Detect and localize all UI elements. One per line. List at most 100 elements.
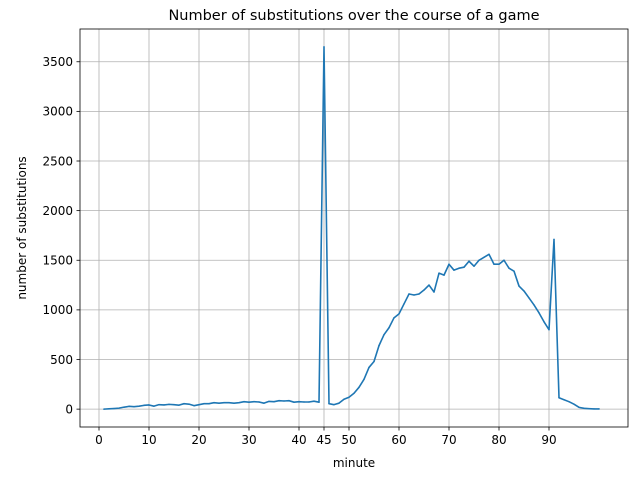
y-tick-label: 0 [65,402,73,416]
x-tick-label: 40 [291,433,306,447]
data-point [293,401,295,403]
data-point [198,403,200,406]
data-point [493,263,495,265]
data-point [388,327,390,329]
data-point [168,403,170,406]
data-point [178,404,180,406]
data-point [113,407,115,410]
data-point [233,402,235,404]
data-point [298,400,300,403]
data-point [183,402,185,405]
y-axis-ticks: 0 500 1000 1500 2000 2500 3000 3500 [42,55,80,416]
data-point [498,263,500,265]
data-point [578,406,580,409]
x-tick-label: 80 [491,433,506,447]
data-point [108,408,110,410]
data-point [213,401,215,404]
x-tick-label: 60 [391,433,406,447]
data-point [473,265,475,267]
data-point [253,400,255,403]
data-point [223,401,225,404]
data-point [363,378,365,381]
data-point [563,399,565,401]
data-point [413,294,415,296]
data-point [258,401,260,403]
data-point [448,263,450,265]
data-point [193,404,195,407]
x-tick-label: 30 [241,433,256,447]
data-point [278,399,280,402]
data-point [333,403,335,406]
data-point [383,333,385,336]
data-point [573,403,575,405]
x-tick-label: 10 [141,433,156,447]
x-tick-label: 45 [316,433,331,447]
grid-lines [80,29,628,427]
data-point [203,402,205,405]
data-point [208,402,210,405]
data-point [568,400,570,403]
data-point [353,392,355,394]
data-point [373,360,375,363]
data-point [378,344,380,347]
data-point [548,329,550,331]
data-point [348,396,350,398]
data-point [438,272,440,274]
data-point [393,317,395,319]
x-tick-label: 20 [191,433,206,447]
data-point [238,401,240,404]
series-layer [103,46,600,410]
data-point [158,403,160,406]
data-point [453,269,455,271]
data-point [488,253,490,256]
data-point [133,405,135,408]
plot-frame [79,28,629,428]
data-point [148,404,150,406]
x-axis-label: minute [333,456,375,470]
data-point [328,402,330,405]
data-point [518,285,520,287]
data-point [318,401,320,403]
data-point [123,406,125,408]
series-line [103,46,600,410]
y-tick-label: 500 [50,353,73,367]
data-point [558,397,560,399]
data-point [443,274,445,276]
data-point [218,402,220,404]
data-point [428,284,430,286]
data-point [588,407,590,410]
data-point [283,400,285,402]
data-point [268,400,270,403]
y-tick-label: 3500 [42,55,73,69]
data-point [543,321,545,323]
x-axis-ticks: 0 10 20 30 40 45 50 60 70 80 90 [95,427,557,447]
data-point [358,386,360,388]
data-point [538,312,540,314]
y-axis-label: number of substitutions [15,156,29,299]
data-point [593,408,595,410]
data-point [308,401,310,403]
data-point [338,402,340,404]
data-point [143,404,145,407]
data-point [483,256,485,258]
data-point [138,405,140,407]
data-point [408,293,410,295]
data-point [553,238,555,241]
data-point [288,399,290,402]
data-point [153,405,155,407]
data-point [323,46,325,48]
data-point [503,259,505,261]
data-point [478,259,480,261]
y-tick-label: 3000 [42,105,73,119]
x-tick-label: 70 [441,433,456,447]
y-tick-label: 1500 [42,254,73,268]
data-point [343,398,345,400]
data-point [263,402,265,404]
data-point [398,313,400,315]
data-point [423,289,425,291]
data-point [598,408,600,410]
data-point [508,267,510,269]
data-point [528,297,530,299]
y-tick-label: 1000 [42,303,73,317]
